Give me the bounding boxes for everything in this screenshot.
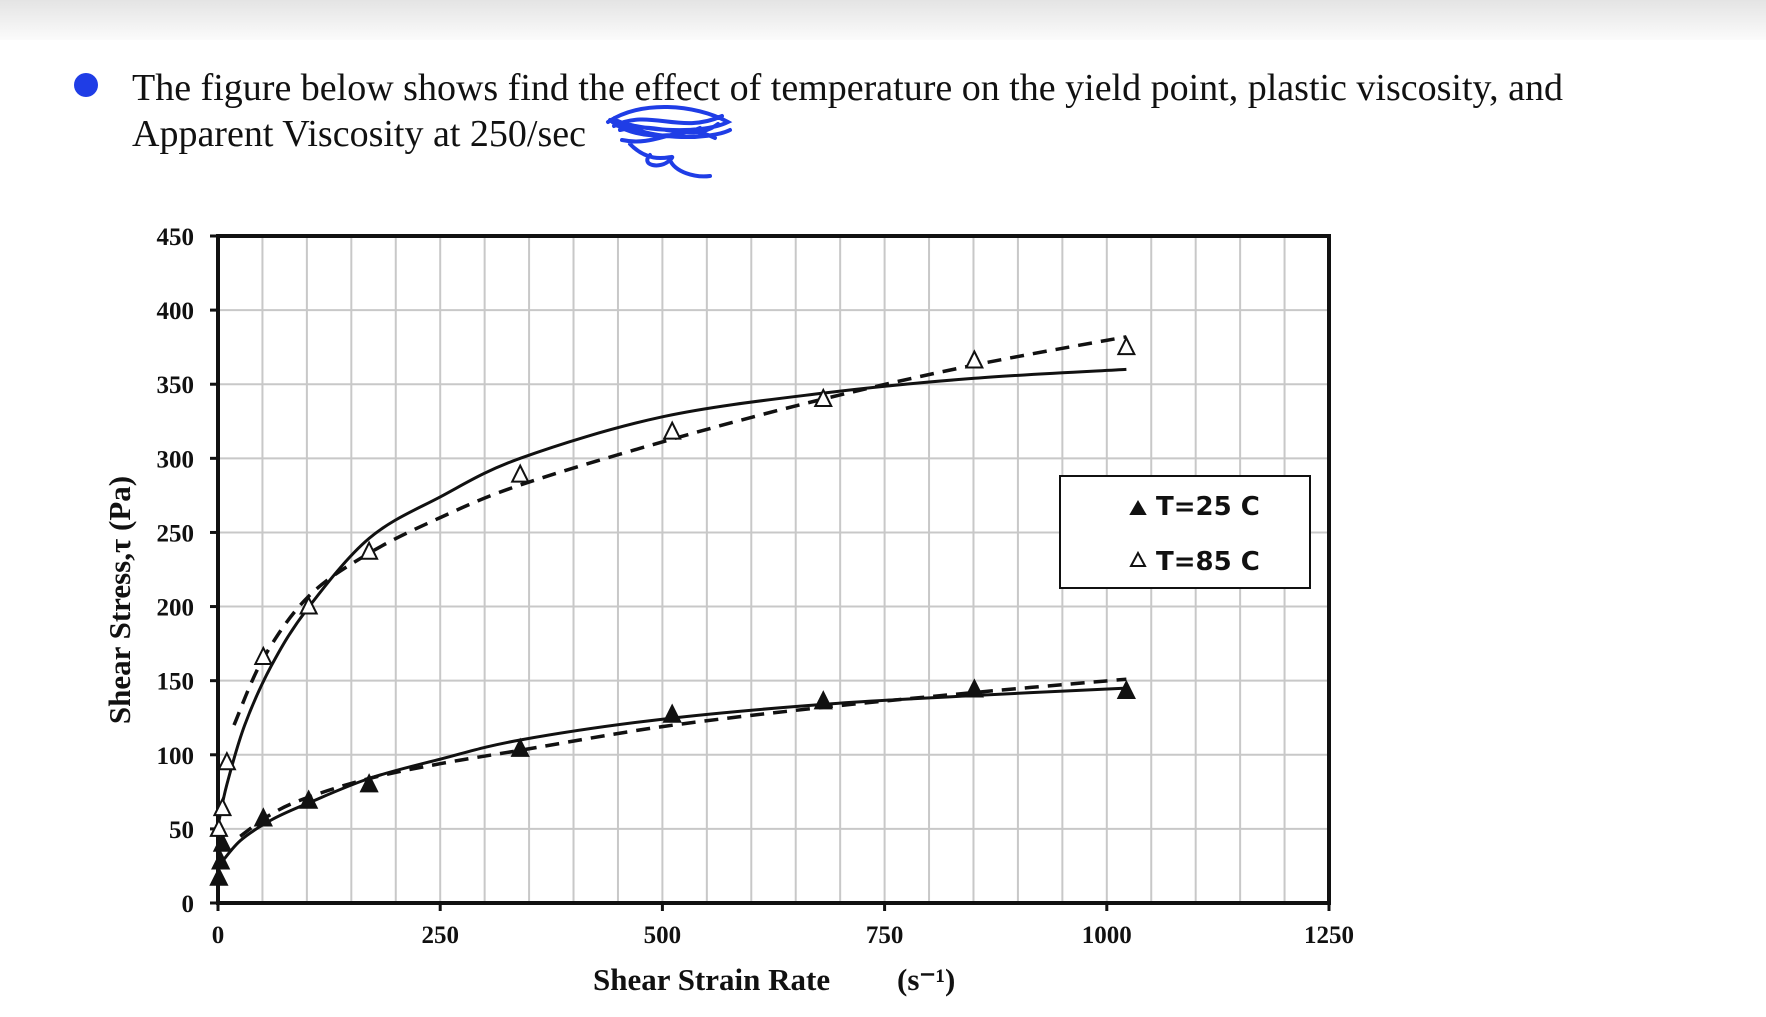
fit-line-dashed-series-0	[239, 677, 1127, 838]
x-tick-labels: 0 250 500 750 1000 1250	[212, 903, 1354, 949]
x-tick-label: 750	[866, 922, 904, 949]
data-point-t85	[510, 463, 530, 483]
legend-label-t25: T=25 C	[1156, 492, 1260, 522]
question-line-2: Apparent Viscosity at 250/sec	[132, 113, 586, 155]
data-point-t25	[1116, 679, 1136, 700]
data-point-t85	[813, 387, 833, 408]
legend: T=25 C T=85 C	[1059, 475, 1311, 589]
y-tick-label: 400	[157, 298, 195, 325]
fit-line-solid-series-1	[217, 367, 1127, 822]
y-tick-label: 0	[182, 891, 195, 918]
legend-box	[1059, 475, 1311, 589]
y-tick-label: 100	[157, 743, 195, 770]
y-tick-label: 300	[157, 446, 195, 473]
data-point-t25	[253, 807, 273, 827]
data-markers	[209, 335, 1136, 886]
scribble-redaction	[606, 105, 733, 179]
data-point-t85	[1116, 335, 1136, 356]
y-tick-labels: 0 50 100 150 200 250 300 350 400 450	[157, 224, 218, 918]
data-point-t85	[209, 817, 229, 837]
data-point-t25	[964, 678, 984, 698]
data-point-t25	[209, 866, 229, 886]
y-tick-label: 150	[157, 669, 195, 696]
legend-marker-t25	[1129, 500, 1147, 515]
data-point-t25	[211, 850, 231, 870]
x-tick-label: 0	[212, 922, 225, 949]
question-text: The figure below shows find the effect o…	[132, 65, 1692, 157]
fit-lines	[217, 335, 1127, 867]
data-point-t85	[212, 796, 233, 817]
y-tick-label: 200	[157, 595, 195, 622]
data-point-t85	[964, 349, 984, 369]
viewer-top-bar	[0, 0, 1766, 40]
data-point-t85	[217, 750, 237, 771]
x-axis-unit: (s⁻¹)	[897, 962, 955, 997]
question-line-1: The figure below shows find the effect o…	[132, 67, 1563, 109]
legend-label-t85: T=85 C	[1156, 547, 1260, 577]
x-axis-label: Shear Strain Rate	[593, 962, 830, 997]
data-point-t25	[813, 690, 833, 710]
data-point-t85	[359, 540, 379, 560]
y-tick-label: 350	[157, 372, 195, 399]
y-axis-label: Shear Stress,τ (Pa)	[102, 476, 137, 724]
data-point-t25	[662, 703, 682, 723]
x-tick-label: 250	[421, 922, 459, 949]
data-point-t85	[299, 595, 319, 615]
data-point-t25	[359, 773, 379, 793]
data-point-t25	[510, 737, 530, 757]
plot-frame	[216, 234, 1331, 905]
y-tick-label: 450	[157, 224, 195, 251]
x-tick-label: 500	[644, 922, 682, 949]
data-point-t25	[299, 789, 319, 809]
x-tick-label: 1250	[1304, 922, 1354, 949]
y-tick-label: 50	[169, 817, 194, 844]
bullet-marker	[74, 73, 98, 97]
y-tick-label: 250	[157, 520, 195, 547]
data-point-t25	[212, 832, 233, 852]
legend-marker-t85	[1129, 550, 1147, 567]
data-point-t85	[253, 645, 273, 665]
fit-line-dashed-series-1	[232, 335, 1127, 726]
data-point-t85	[662, 420, 682, 440]
x-tick-label: 1000	[1082, 922, 1132, 949]
